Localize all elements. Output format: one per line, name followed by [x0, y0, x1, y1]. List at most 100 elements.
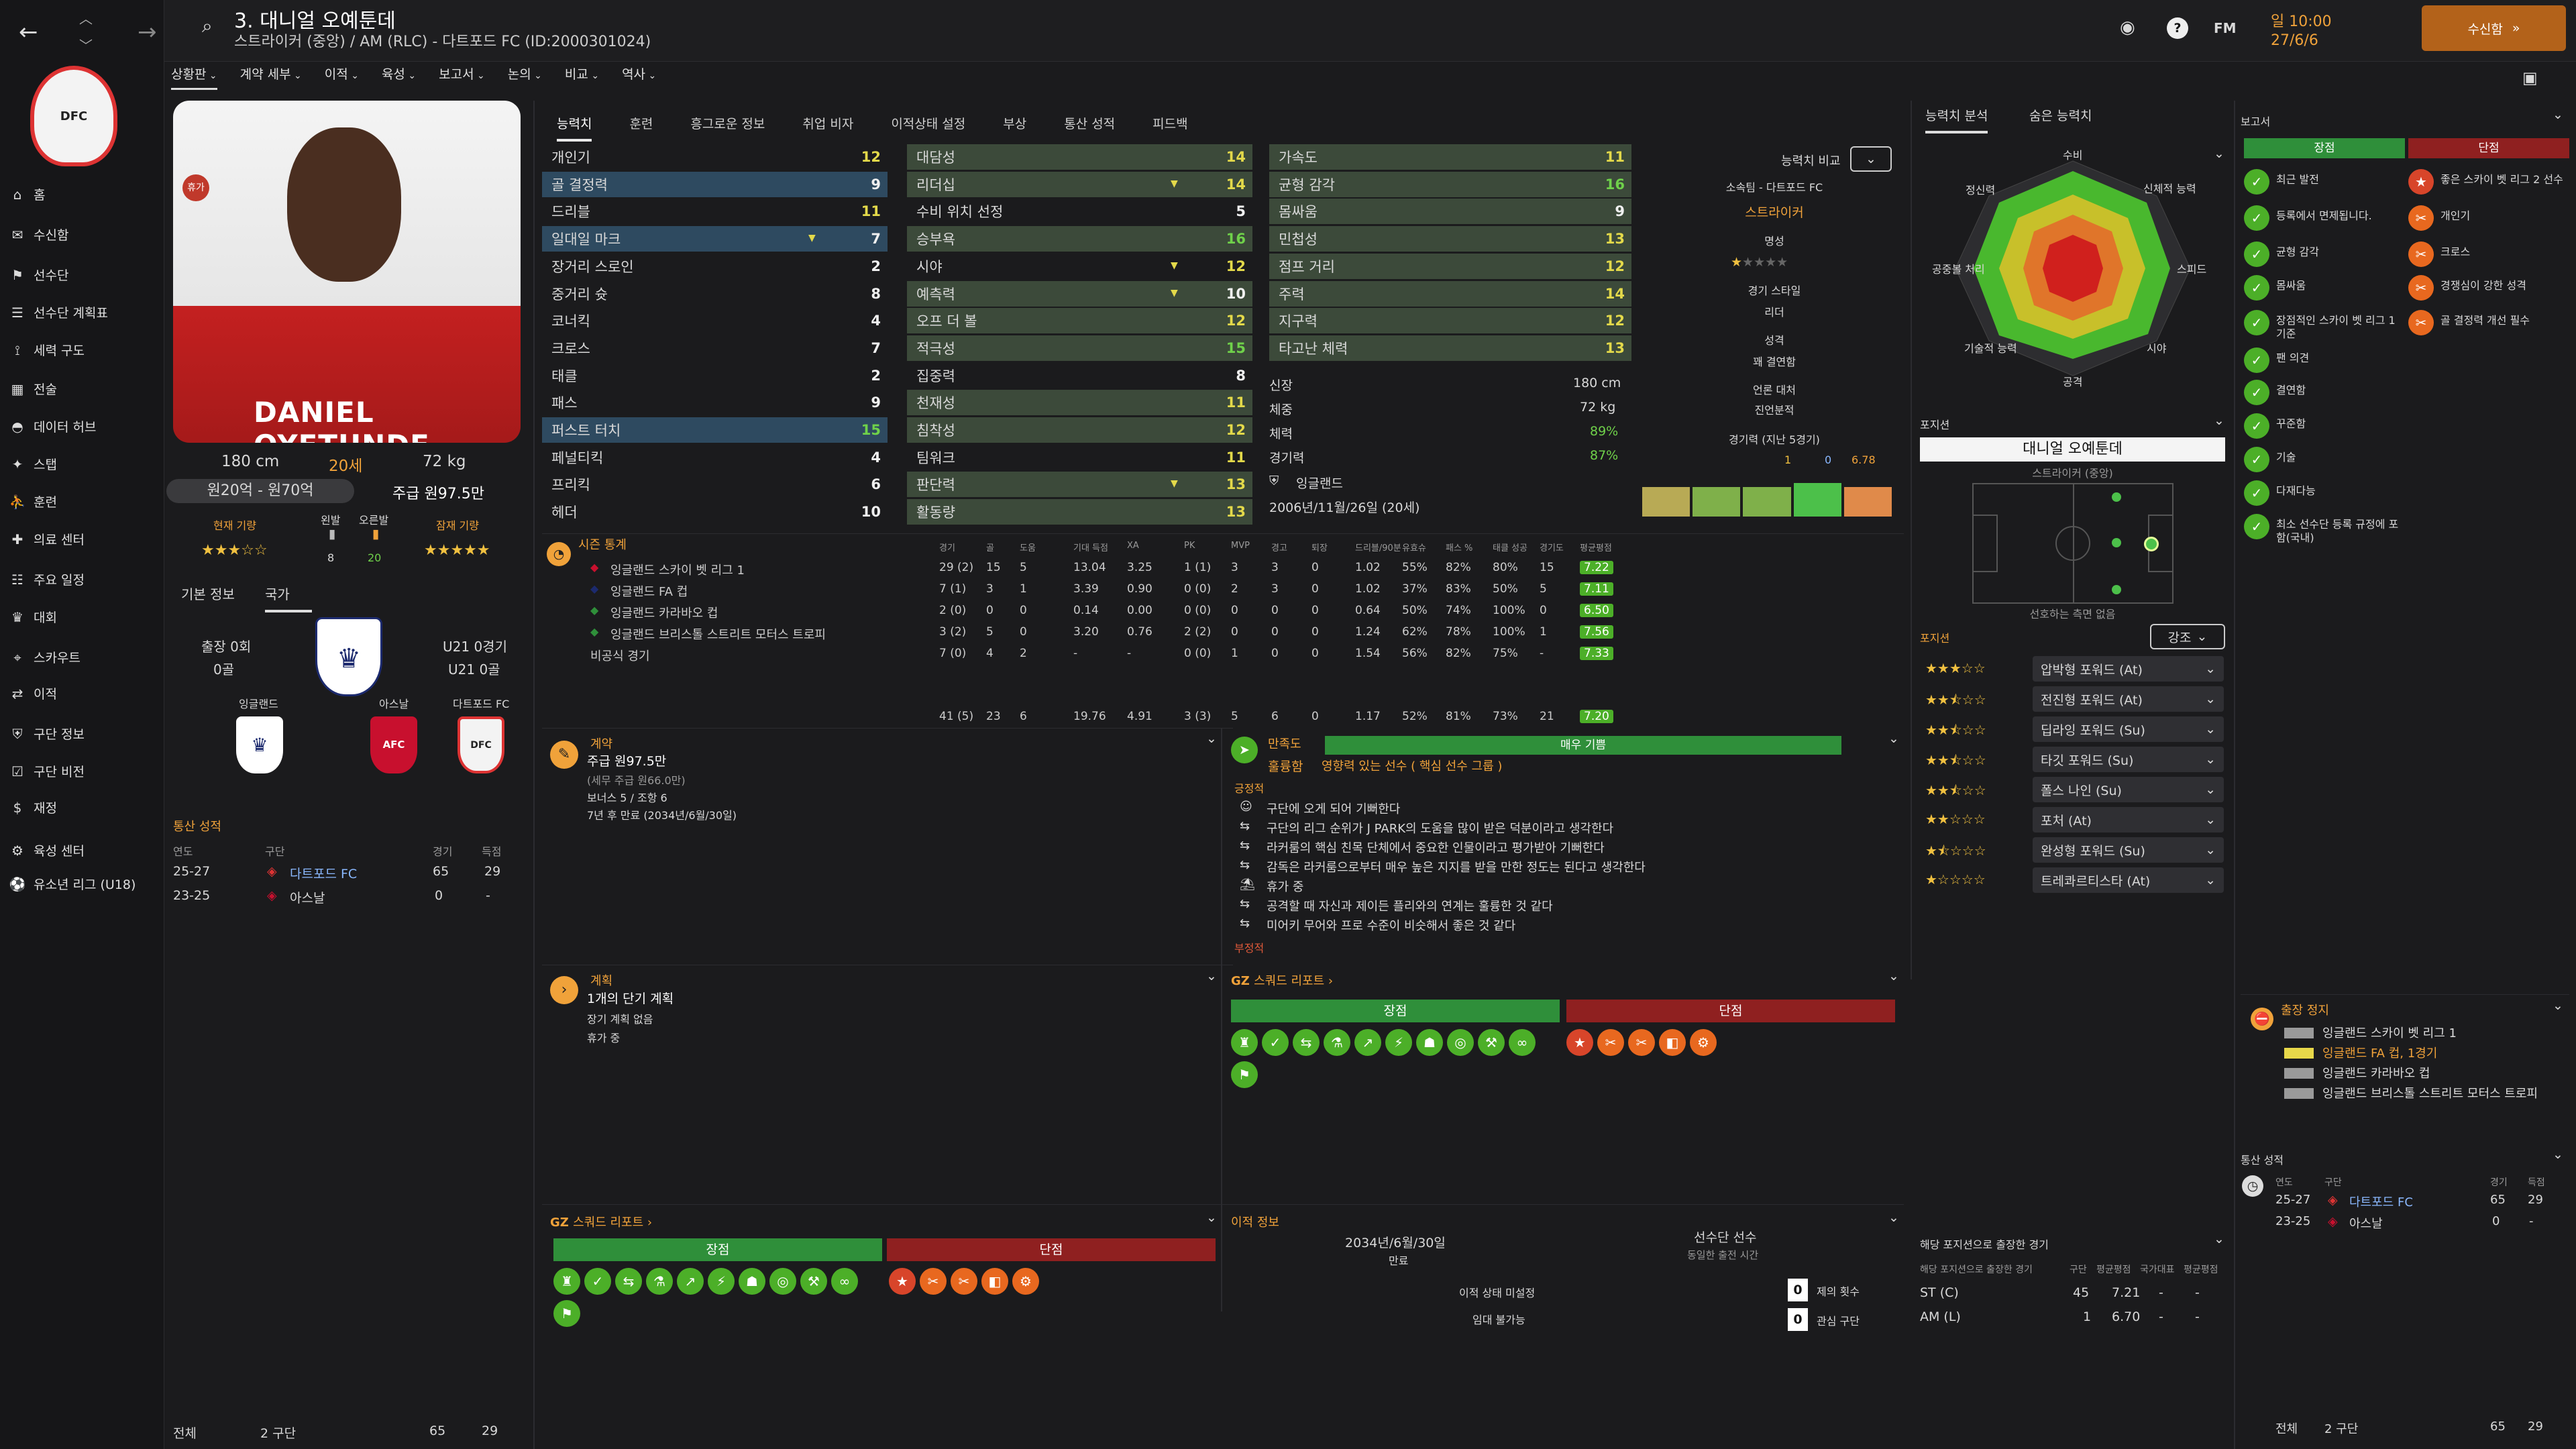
attribute-row[interactable]: 개인기 12: [542, 144, 888, 170]
strength-icon[interactable]: ⚗: [646, 1268, 673, 1295]
main-tab-7[interactable]: 피드백: [1152, 117, 1188, 131]
sidebar-item-17[interactable]: ⚙ 육성 센터: [9, 841, 85, 859]
sidebar-item-5[interactable]: ▦ 전술: [9, 380, 57, 398]
season-stats-title[interactable]: 시즌 통계: [578, 538, 627, 552]
position-menu-icon[interactable]: ⌄: [2214, 413, 2224, 428]
strength-icon[interactable]: ↗: [677, 1268, 704, 1295]
role-dropdown[interactable]: 폴스 나인 (Su) ⌄: [2033, 777, 2224, 802]
attribute-row[interactable]: 민첩성 13: [1269, 226, 1631, 252]
strength-icon[interactable]: ◎: [769, 1268, 796, 1295]
strength-icon[interactable]: ⚒: [1478, 1029, 1505, 1056]
attribute-row[interactable]: 코너킥 4: [542, 308, 888, 333]
report-pro[interactable]: 등록에서 면제됩니다.: [2276, 209, 2372, 222]
transfer-title[interactable]: 이적 정보: [1231, 1216, 1279, 1230]
attribute-row[interactable]: 집중력 8: [907, 363, 1252, 388]
plan-title[interactable]: 계획: [590, 974, 613, 988]
sidebar-item-12[interactable]: ⌖ 스카우트: [9, 648, 80, 666]
sidebar-item-9[interactable]: ✚ 의료 센터: [9, 530, 85, 548]
strength-icon[interactable]: ∞: [831, 1268, 858, 1295]
attribute-row[interactable]: 수비 위치 선정 5: [907, 199, 1252, 224]
contract-title[interactable]: 계약: [590, 737, 613, 751]
main-tab-1[interactable]: 훈련: [629, 117, 653, 131]
transfer-menu-icon[interactable]: ⌄: [1888, 1210, 1899, 1225]
strength-icon[interactable]: ⚡: [1385, 1029, 1412, 1056]
weakness-icon[interactable]: ✂: [920, 1268, 947, 1295]
main-tab-6[interactable]: 통산 성적: [1064, 117, 1116, 131]
report-con[interactable]: 크로스: [2440, 246, 2471, 258]
subnav-item-5[interactable]: 논의 ⌄: [508, 64, 542, 90]
report-pro[interactable]: 결연함: [2276, 384, 2306, 396]
strength-icon[interactable]: ⇆: [615, 1268, 642, 1295]
attribute-row[interactable]: 태클 2: [542, 363, 888, 388]
attribute-row[interactable]: 점프 거리 12: [1269, 253, 1631, 279]
strength-icon[interactable]: ∞: [1509, 1029, 1536, 1056]
fm-logo[interactable]: FM: [2214, 20, 2237, 36]
attribute-row[interactable]: 드리블 11: [542, 199, 888, 224]
attribute-row[interactable]: 활동량 13: [907, 499, 1252, 525]
morale-title[interactable]: 만족도: [1268, 737, 1301, 751]
scout-report-left-menu-icon[interactable]: ⌄: [1206, 1210, 1217, 1225]
search-icon[interactable]: ⌕: [202, 15, 213, 37]
attribute-row[interactable]: 가속도 11: [1269, 144, 1631, 170]
attribute-row[interactable]: 일대일 마크 7: [542, 226, 888, 252]
dartford-crest[interactable]: DFC: [458, 716, 504, 773]
attribute-row[interactable]: 골 결정력 9: [542, 171, 888, 197]
sidebar-item-7[interactable]: ✦ 스탭: [9, 455, 57, 473]
career-title[interactable]: 통산 성적: [173, 820, 221, 834]
sidebar-item-1[interactable]: ✉ 수신함: [9, 225, 69, 244]
weakness-icon[interactable]: ★: [1566, 1029, 1593, 1056]
report-pro[interactable]: 최소 선수단 등록 규정에 포함(국내): [2276, 518, 2399, 544]
strength-icon[interactable]: ⇆: [1293, 1029, 1320, 1056]
role-dropdown[interactable]: 전진형 포워드 (At) ⌄: [2033, 686, 2224, 712]
role-dropdown[interactable]: 딥라잉 포워드 (Su) ⌄: [2033, 716, 2224, 742]
report-pro[interactable]: 다재다능: [2276, 484, 2316, 497]
report-pro[interactable]: 꾸준함: [2276, 417, 2306, 430]
tab-nation[interactable]: 국가: [265, 584, 312, 612]
strength-icon[interactable]: ↗: [1354, 1029, 1381, 1056]
strength-icon[interactable]: ⚗: [1324, 1029, 1350, 1056]
attribute-row[interactable]: 몸싸움 9: [1269, 199, 1631, 225]
attribute-row[interactable]: 침착성 12: [907, 417, 1252, 443]
tab-hidden-attributes[interactable]: 숨은 능력치: [2029, 109, 2092, 123]
sidebar-item-18[interactable]: ⚽ 유소년 리그 (U18): [9, 875, 136, 893]
help-icon[interactable]: ?: [2167, 17, 2188, 39]
sidebar-item-2[interactable]: ⚑ 선수단: [9, 266, 68, 284]
attribute-row[interactable]: 예측력 10: [907, 280, 1252, 307]
sidebar-item-4[interactable]: ⟟ 세력 구도: [9, 341, 85, 359]
strength-icon[interactable]: ⚡: [708, 1268, 735, 1295]
strength-icon[interactable]: ✓: [584, 1268, 611, 1295]
attribute-row[interactable]: 지구력 12: [1269, 308, 1631, 334]
subnav-item-6[interactable]: 비교 ⌄: [565, 64, 599, 90]
strength-icon[interactable]: ☗: [1416, 1029, 1443, 1056]
sidebar-item-0[interactable]: ⌂ 홈: [9, 185, 46, 203]
continue-button[interactable]: 수신함 »: [2422, 5, 2566, 51]
competition-name[interactable]: 잉글랜드 FA 컵: [610, 585, 688, 599]
sidebar-item-14[interactable]: ⛨ 구단 정보: [9, 724, 85, 743]
scout-report-title-right[interactable]: GZ 스쿼드 리포트 ›: [1231, 974, 1334, 988]
sidebar-item-16[interactable]: $ 재정: [9, 798, 57, 816]
strength-icon[interactable]: ⚑: [553, 1300, 580, 1327]
compare-dropdown[interactable]: ⌄: [1850, 146, 1892, 172]
attribute-row[interactable]: 팀워크 11: [907, 445, 1252, 470]
contract-menu-icon[interactable]: ⌄: [1206, 731, 1217, 746]
report-pro[interactable]: 균형 감각: [2276, 246, 2319, 258]
report-con[interactable]: 경쟁심이 강한 성격: [2440, 279, 2526, 292]
sidebar-item-3[interactable]: ☰ 선수단 계획표: [9, 303, 108, 321]
career-right-row-2-club[interactable]: 아스날: [2349, 1217, 2383, 1231]
main-tab-4[interactable]: 이적상태 설정: [891, 117, 966, 131]
scout-report-right-menu-icon[interactable]: ⌄: [1888, 969, 1899, 983]
sidebar-item-11[interactable]: ♛ 대회: [9, 608, 57, 626]
report-pro[interactable]: 기술: [2276, 451, 2296, 464]
attribute-row[interactable]: 중거리 슛 8: [542, 281, 888, 307]
strength-icon[interactable]: ♜: [553, 1268, 580, 1295]
competition-name[interactable]: 비공식 경기: [590, 649, 650, 663]
main-tab-2[interactable]: 흥그로운 정보: [690, 117, 765, 131]
subnav-item-2[interactable]: 이적 ⌄: [325, 64, 359, 90]
role-dropdown[interactable]: 트레콰르티스타 (At) ⌄: [2033, 867, 2224, 893]
strength-icon[interactable]: ✓: [1262, 1029, 1289, 1056]
competition-name[interactable]: 잉글랜드 브리스톨 스트리트 모터스 트로피: [610, 628, 826, 642]
weakness-icon[interactable]: ★: [889, 1268, 916, 1295]
weakness-icon[interactable]: ✂: [1597, 1029, 1624, 1056]
club-crest[interactable]: DFC: [30, 66, 117, 166]
attribute-row[interactable]: 승부욕 16: [907, 226, 1252, 252]
